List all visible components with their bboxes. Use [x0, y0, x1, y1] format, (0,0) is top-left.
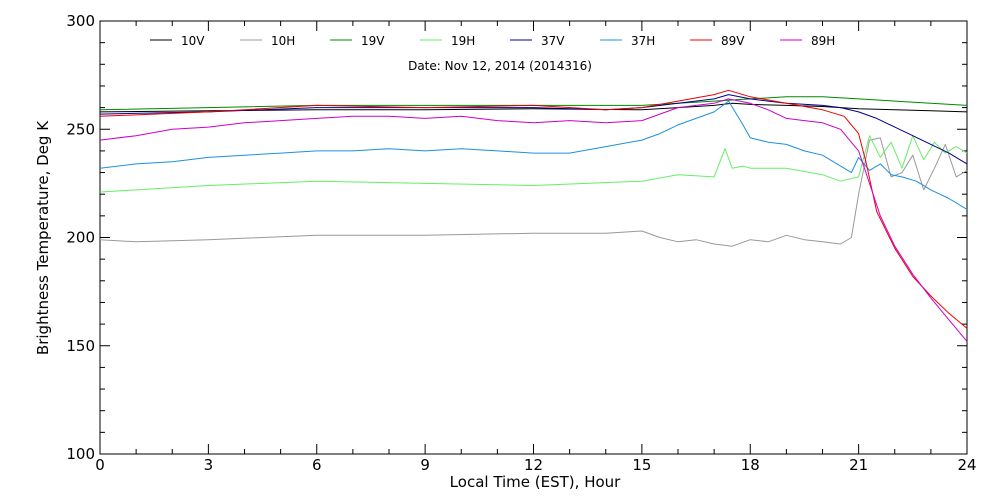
- legend-label-10v: 10V: [181, 34, 205, 48]
- x-tick-label: 15: [632, 456, 651, 474]
- x-tick-label: 3: [204, 456, 214, 474]
- legend: 10V 10H 19V 19H 37V 37H 89V 89H: [150, 34, 835, 48]
- axis-tick-labels: 0 3 6 9 12 15 18 21 24 100 150 200 250 300: [66, 12, 976, 474]
- axis-ticks: [99, 20, 968, 455]
- x-axis-label: Local Time (EST), Hour: [450, 473, 621, 491]
- series-line-37h: [99, 100, 968, 210]
- y-tick-label: 100: [66, 445, 95, 463]
- plot-frame: [99, 20, 968, 455]
- series-line-89v: [99, 89, 968, 329]
- legend-label-37h: 37H: [631, 34, 655, 48]
- legend-label-19h: 19H: [451, 34, 475, 48]
- x-tick-label: 12: [524, 456, 543, 474]
- legend-label-19v: 19V: [361, 34, 385, 48]
- x-tick-label: 24: [957, 456, 976, 474]
- x-tick-label: 6: [312, 456, 322, 474]
- y-axis-label: Brightness Temperature, Deg K: [34, 120, 52, 355]
- legend-label-10h: 10H: [271, 34, 295, 48]
- series-line-10v: [99, 102, 968, 113]
- x-tick-label: 18: [741, 456, 760, 474]
- y-tick-label: 200: [66, 229, 95, 247]
- legend-label-89h: 89H: [811, 34, 835, 48]
- x-tick-label: 9: [420, 456, 430, 474]
- y-tick-label: 150: [66, 337, 95, 355]
- x-tick-label: 21: [849, 456, 868, 474]
- series-line-89h: [99, 98, 968, 342]
- chart-subtitle: Date: Nov 12, 2014 (2014316): [408, 59, 592, 73]
- series-line-19h: [99, 135, 968, 193]
- series-line-10h: [99, 137, 968, 247]
- y-tick-label: 300: [66, 12, 95, 30]
- legend-label-89v: 89V: [721, 34, 745, 48]
- y-tick-label: 250: [66, 120, 95, 138]
- series-lines: [99, 89, 968, 342]
- series-line-37v: [99, 94, 968, 165]
- legend-label-37v: 37V: [541, 34, 565, 48]
- x-tick-label: 0: [95, 456, 105, 474]
